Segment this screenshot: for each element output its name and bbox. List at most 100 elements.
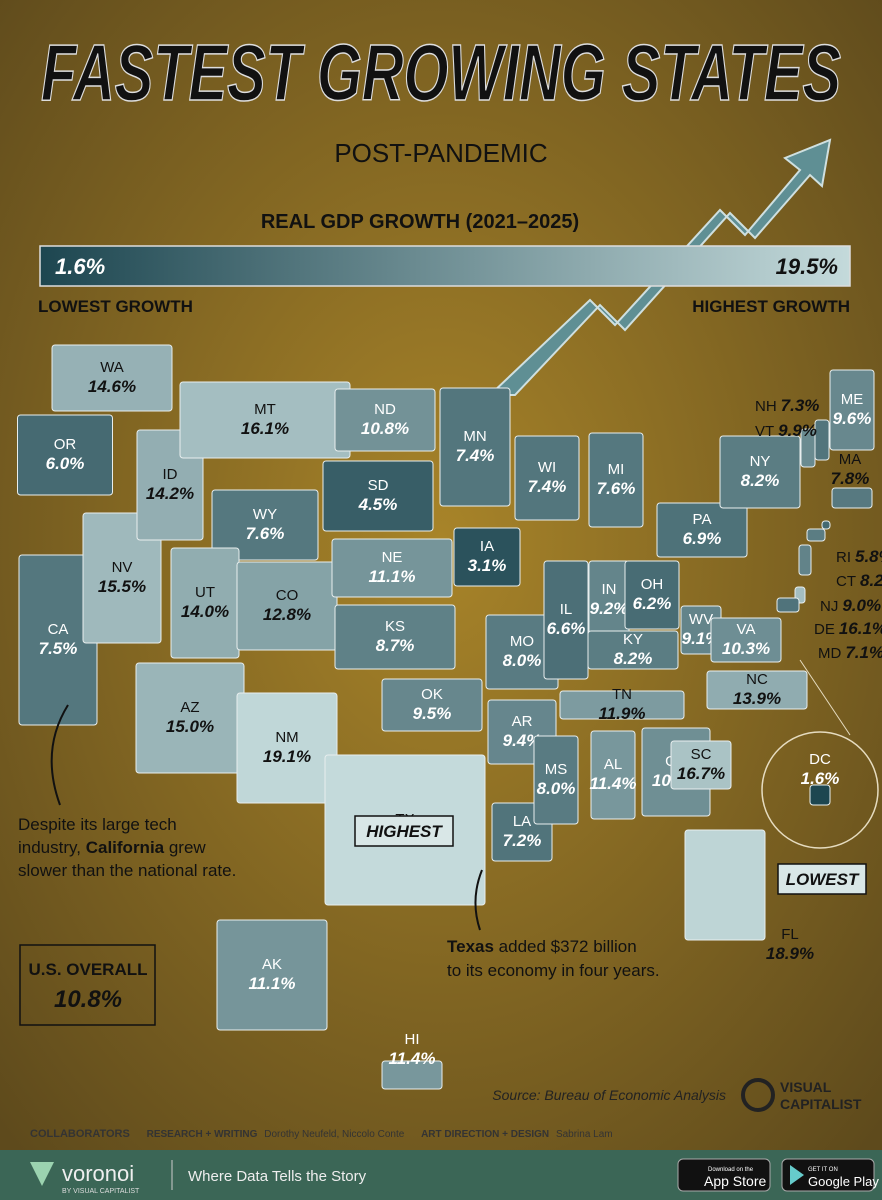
state — [453, 527, 521, 587]
voronoi-icon — [30, 1162, 54, 1186]
state-value: 7.6% — [246, 524, 285, 543]
note-line: industry, — [18, 838, 86, 857]
state-abbr: MT — [254, 401, 276, 418]
state-abbr: MS — [545, 761, 568, 778]
state-label: MD 7.1% — [818, 643, 882, 662]
scale-max-caption: HIGHEST GROWTH — [692, 297, 850, 316]
state-value: 9.4% — [503, 731, 542, 750]
state-value: 3.1% — [468, 556, 507, 575]
state-abbr: OK — [421, 686, 443, 703]
note-line: added $372 billion — [494, 937, 637, 956]
state-abbr: MI — [608, 461, 625, 478]
state-value: 18.9% — [766, 944, 814, 963]
state-abbr: UT — [195, 584, 215, 601]
state — [439, 387, 511, 507]
state-value: 8.2% — [860, 571, 882, 590]
state — [656, 502, 748, 558]
credits-role: ART DIRECTION + DESIGN — [421, 1129, 549, 1140]
state-value: 14.6% — [88, 377, 136, 396]
state — [334, 388, 436, 452]
state-value: 11.9% — [599, 704, 646, 723]
state-abbr: CO — [276, 587, 299, 604]
state-abbr: DE — [814, 621, 835, 638]
overall-title: U.S. OVERALL — [28, 960, 147, 979]
state-value: 8.0% — [503, 651, 542, 670]
state-value: 9.5% — [413, 704, 452, 723]
state-abbr: MA — [839, 451, 862, 468]
state-value: 15.5% — [98, 577, 146, 596]
subtitle: POST-PANDEMIC — [334, 138, 547, 168]
tx-arrow — [474, 869, 483, 931]
state-value: 7.4% — [456, 446, 495, 465]
state-abbr: WV — [689, 611, 713, 628]
note-line: Despite its large tech — [18, 815, 177, 834]
state-abbr: KY — [623, 631, 643, 648]
state-value: 4.5% — [358, 495, 398, 514]
state — [590, 730, 636, 820]
state — [211, 489, 319, 561]
state — [831, 487, 873, 509]
state-value: 6.6% — [547, 619, 586, 638]
state — [710, 617, 782, 663]
note-line: slower than the national rate. — [18, 861, 236, 880]
brand-line: VISUAL — [780, 1079, 832, 1095]
state — [684, 829, 766, 941]
state-abbr: MN — [463, 428, 486, 445]
app-store-button[interactable] — [677, 1158, 771, 1192]
state — [809, 784, 831, 806]
state-abbr: NE — [382, 549, 403, 566]
state-abbr: NC — [746, 671, 768, 688]
state-value: 8.2% — [741, 471, 780, 490]
dc-leader — [799, 659, 851, 736]
state-value: 9.2% — [590, 599, 629, 618]
state-abbr: LA — [513, 813, 531, 830]
texas-note: Texas added $372 billion to its economy … — [447, 937, 660, 980]
map: WA14.6%OR6.0%CA7.5%NV15.5%ID14.2%MT16.1%… — [17, 344, 882, 1090]
google-play-button[interactable] — [781, 1158, 875, 1192]
state-abbr: NH — [755, 398, 777, 415]
state-value: 10.8% — [361, 419, 409, 438]
state-value: 11.1% — [369, 567, 416, 586]
state-value: 7.3% — [781, 396, 820, 415]
state — [559, 690, 685, 720]
state-value: 6.2% — [633, 594, 672, 613]
state-abbr: TN — [612, 686, 632, 703]
state — [533, 735, 579, 825]
state — [514, 435, 580, 521]
california-note: Despite its large tech industry, Califor… — [18, 815, 236, 880]
credits: COLLABORATORS RESEARCH + WRITING Dorothy… — [30, 1128, 613, 1140]
state-abbr: MD — [818, 645, 841, 662]
scale-min-caption: LOWEST GROWTH — [38, 297, 193, 316]
credits-role: RESEARCH + WRITING — [147, 1129, 258, 1140]
state — [798, 544, 812, 576]
state-value: 7.4% — [528, 477, 567, 496]
voronoi-by: BY VISUAL CAPITALIST — [62, 1188, 140, 1195]
state-abbr: SC — [691, 746, 712, 763]
state-abbr: KS — [385, 618, 405, 635]
state — [381, 678, 483, 732]
state — [331, 538, 453, 598]
state — [236, 692, 338, 804]
voronoi-logo[interactable]: voronoi — [62, 1161, 134, 1186]
state — [334, 604, 456, 670]
state — [829, 369, 875, 451]
scale-min: 1.6% — [55, 254, 105, 279]
state-label: CT8.2% — [836, 571, 882, 590]
note-line: grew — [164, 838, 206, 857]
tagline: Where Data Tells the Story — [188, 1168, 367, 1185]
state-abbr: FL — [781, 926, 799, 943]
state-abbr: NV — [112, 559, 133, 576]
state-abbr: OR — [54, 436, 77, 453]
state-abbr: VT — [755, 423, 774, 440]
state-value: 16.1% — [839, 619, 882, 638]
state-value: 14.2% — [146, 484, 194, 503]
state-value: 6.9% — [683, 529, 722, 548]
state-label: NH 7.3% — [755, 396, 819, 415]
state — [776, 597, 800, 613]
lowest-box — [777, 863, 867, 895]
state — [806, 528, 826, 542]
lowest-label: LOWEST — [786, 870, 860, 889]
state-label: VT 9.9% — [755, 421, 817, 440]
source: Source: Bureau of Economic Analysis — [492, 1087, 726, 1103]
